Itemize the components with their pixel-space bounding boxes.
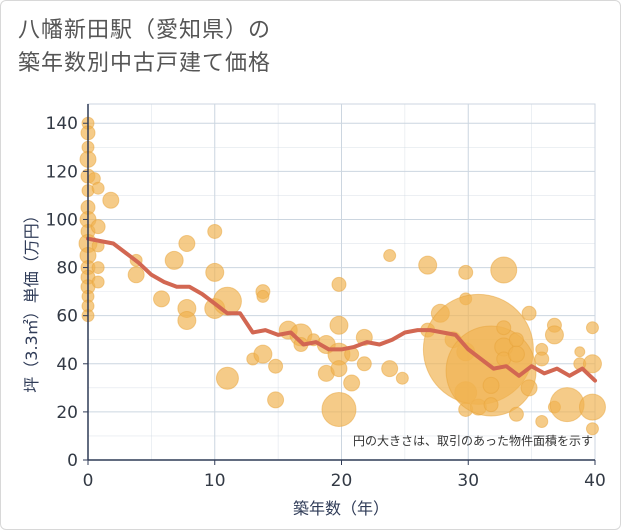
bubble-point — [483, 397, 499, 413]
x-tick-label: 10 — [204, 471, 226, 491]
x-tick-label: 20 — [331, 471, 353, 491]
chart-title-line1: 八幡新田駅（愛知県）の — [18, 18, 272, 43]
bubble-point — [582, 354, 602, 374]
bubble-point — [534, 351, 550, 367]
bubble-point — [585, 422, 599, 436]
y-tick-label: 0 — [67, 451, 78, 471]
bubble-point — [253, 344, 273, 364]
average-price-line — [86, 236, 597, 383]
bubble-point — [267, 391, 285, 409]
bubble-point — [329, 315, 349, 335]
y-tick-label: 80 — [56, 259, 78, 279]
bubble-point — [91, 275, 105, 289]
x-tick-label: 0 — [83, 471, 94, 491]
tick-labels: 0 20 40 60 80 100 120 140 0 10 20 30 40 — [46, 114, 606, 491]
bubble-point — [356, 356, 372, 372]
bubble-point — [585, 321, 599, 335]
y-axis-label: 坪（3.3㎡）単価（万円） — [22, 207, 41, 392]
bubble-point — [535, 415, 549, 429]
x-tick-label: 40 — [584, 471, 606, 491]
bubble-point — [549, 387, 585, 423]
y-tick-label: 100 — [46, 210, 78, 230]
x-tick-label: 30 — [457, 471, 479, 491]
y-tick-label: 140 — [46, 114, 78, 134]
average-line-layer — [86, 236, 597, 383]
bubble-point — [395, 371, 409, 385]
bubble-size-note: 円の大きさは、取引のあった物件面積を示す — [353, 433, 593, 448]
bubble-point — [268, 358, 284, 374]
bubble-point — [91, 181, 105, 195]
x-axis-label: 築年数（年） — [293, 499, 389, 518]
bubble-point — [507, 345, 525, 363]
bubble-point — [330, 360, 348, 378]
bubble-point — [331, 276, 347, 292]
y-tick-label: 120 — [46, 162, 78, 182]
bubble-point — [383, 249, 397, 263]
bubble-point — [496, 320, 512, 336]
y-tick-label: 60 — [56, 307, 78, 327]
bubble-point — [91, 261, 105, 275]
bubble-point — [508, 406, 524, 422]
bubble-point — [177, 310, 197, 330]
bubble-point — [343, 374, 361, 392]
chart-title-line2: 築年数別中古戸建て価格 — [18, 51, 272, 76]
bubble-point — [574, 346, 586, 358]
bubble-point — [321, 391, 357, 427]
bubble-point — [520, 379, 538, 397]
bubble-point — [178, 235, 196, 253]
bubble-point — [508, 332, 524, 348]
bubble-point — [578, 393, 606, 421]
bubble-point — [207, 223, 223, 239]
y-tick-label: 40 — [56, 355, 78, 375]
bubble-point — [490, 256, 518, 284]
y-tick-label: 20 — [56, 403, 78, 423]
bubble-point — [256, 289, 270, 303]
bubble-point — [381, 360, 399, 378]
bubbles-layer — [78, 116, 606, 436]
bubble-point — [215, 366, 239, 390]
bubble-point — [418, 255, 438, 275]
bubble-point — [164, 250, 184, 270]
bubble-point — [482, 376, 500, 394]
bubble-point — [90, 219, 106, 235]
bubble-point — [544, 325, 564, 345]
bubble-point — [205, 262, 225, 282]
bubble-point — [521, 305, 537, 321]
bubble-point — [458, 264, 474, 280]
chart-title: 八幡新田駅（愛知県）の 築年数別中古戸建て価格 — [18, 14, 271, 80]
bubble-point — [153, 290, 171, 308]
bubble-point — [127, 266, 145, 284]
bubble-point — [102, 191, 120, 209]
